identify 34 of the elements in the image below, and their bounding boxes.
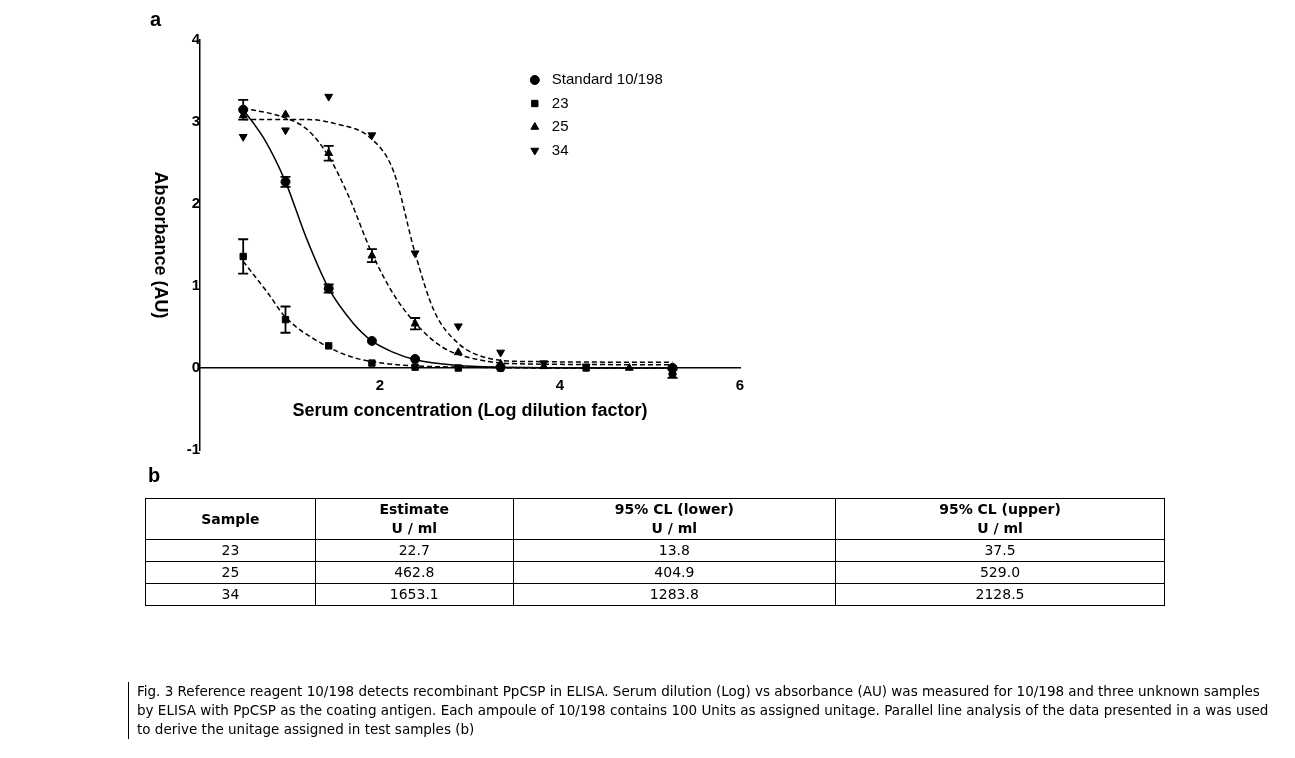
y-axis-title: Absorbance (AU) bbox=[150, 171, 171, 319]
y-tick-label: 2 bbox=[191, 194, 200, 212]
chart-title: a bbox=[150, 8, 162, 31]
caption: Fig. 3 Reference reagent 10/198 detects recombinant PpCSP in ELISA. Serum dilution (Log) vs absorbance (AU) was measured for 10/198 and three unknown samples by ELISA with PpCSP as the coating antigen. Each ampoule of 10/198 contains 100 Units as assigned unitage. Parallel line analysis of the data presented in a was used to derive the unitage assigned in test samples (b) bbox=[128, 682, 1277, 739]
data-label: 1653.1 bbox=[315, 583, 514, 606]
x-tick-label: 4 bbox=[555, 376, 565, 394]
y-tick-label: 0 bbox=[191, 358, 200, 376]
text: 95% CL (upper) U / ml bbox=[835, 498, 1165, 540]
data-label: 404.9 bbox=[513, 561, 836, 584]
legend-label: 34 bbox=[551, 140, 569, 158]
legend-label: 25 bbox=[551, 117, 569, 135]
x-tick-label: 2 bbox=[375, 376, 385, 394]
legend-label: 23 bbox=[551, 93, 569, 111]
y-tick-label: -1 bbox=[186, 440, 200, 458]
legend-label: Standard 10/198 bbox=[551, 70, 663, 88]
category-label: 34 bbox=[145, 583, 316, 606]
data-label: 1283.8 bbox=[513, 583, 836, 606]
data-label: 37.5 bbox=[835, 539, 1165, 562]
data-label: 2128.5 bbox=[835, 583, 1165, 606]
y-tick-label: 3 bbox=[191, 112, 200, 130]
text: b bbox=[148, 464, 161, 487]
y-tick-label: 1 bbox=[191, 276, 200, 294]
category-label: 23 bbox=[145, 539, 316, 562]
data-label: 462.8 bbox=[315, 561, 514, 584]
text: Estimate U / ml bbox=[315, 498, 514, 540]
x-tick-label: 6 bbox=[735, 376, 745, 394]
data-label: 529.0 bbox=[835, 561, 1165, 584]
data-label: 22.7 bbox=[315, 539, 514, 562]
x-axis-title: Serum concentration (Log dilution factor) bbox=[292, 399, 648, 420]
y-tick-label: 4 bbox=[191, 30, 201, 48]
text: Sample bbox=[145, 498, 316, 540]
data-label: 13.8 bbox=[513, 539, 836, 562]
category-label: 25 bbox=[145, 561, 316, 584]
text: 95% CL (lower) U / ml bbox=[513, 498, 836, 540]
